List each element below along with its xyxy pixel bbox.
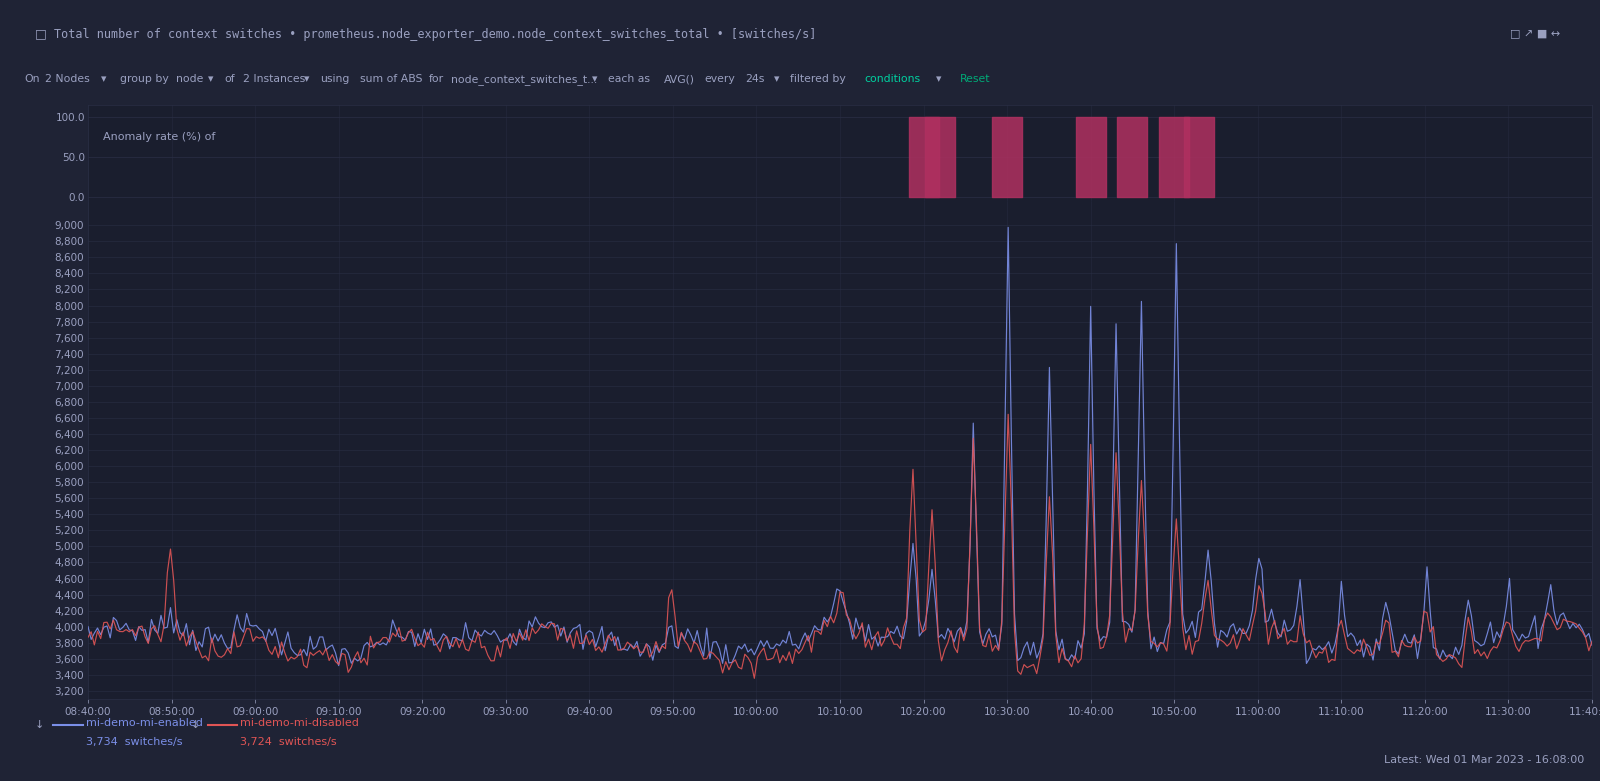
Text: □: □: [35, 27, 46, 41]
Text: Anomaly rate (%) of: Anomaly rate (%) of: [102, 132, 216, 142]
Text: □ ↗ ■ ↔: □ ↗ ■ ↔: [1510, 28, 1560, 38]
Text: 3,724  switches/s: 3,724 switches/s: [240, 737, 336, 747]
Text: node: node: [176, 74, 203, 84]
Text: Latest: Wed 01 Mar 2023 - 16:08:00: Latest: Wed 01 Mar 2023 - 16:08:00: [1384, 755, 1584, 765]
Text: node_context_switches_t...: node_context_switches_t...: [451, 74, 597, 85]
Text: using: using: [320, 74, 349, 84]
Text: ▾: ▾: [101, 74, 106, 84]
Text: mi-demo-mi-enabled: mi-demo-mi-enabled: [86, 719, 203, 728]
Text: for: for: [429, 74, 443, 84]
Text: 24s: 24s: [746, 74, 765, 84]
Text: 3,734  switches/s: 3,734 switches/s: [86, 737, 182, 747]
Text: ▾: ▾: [208, 74, 213, 84]
Text: Total number of context switches • prometheus.node_exporter_demo.node_context_sw: Total number of context switches • prome…: [54, 28, 816, 41]
Text: ↓: ↓: [190, 720, 200, 729]
Text: every: every: [704, 74, 734, 84]
Text: of: of: [224, 74, 235, 84]
Text: 2 Nodes: 2 Nodes: [45, 74, 90, 84]
Text: filtered by: filtered by: [790, 74, 846, 84]
Text: Reset: Reset: [960, 74, 990, 84]
Text: conditions: conditions: [864, 74, 920, 84]
Text: ▾: ▾: [936, 74, 941, 84]
Text: ▾: ▾: [592, 74, 597, 84]
Text: group by: group by: [120, 74, 168, 84]
Text: each as: each as: [608, 74, 650, 84]
Text: ▾: ▾: [304, 74, 309, 84]
Text: sum of ABS: sum of ABS: [360, 74, 422, 84]
Text: ▾: ▾: [774, 74, 779, 84]
Text: 2 Instances: 2 Instances: [243, 74, 306, 84]
Text: mi-demo-mi-disabled: mi-demo-mi-disabled: [240, 719, 358, 728]
Text: ↓: ↓: [35, 720, 45, 729]
Text: On: On: [24, 74, 40, 84]
Text: AVG(): AVG(): [664, 74, 694, 84]
